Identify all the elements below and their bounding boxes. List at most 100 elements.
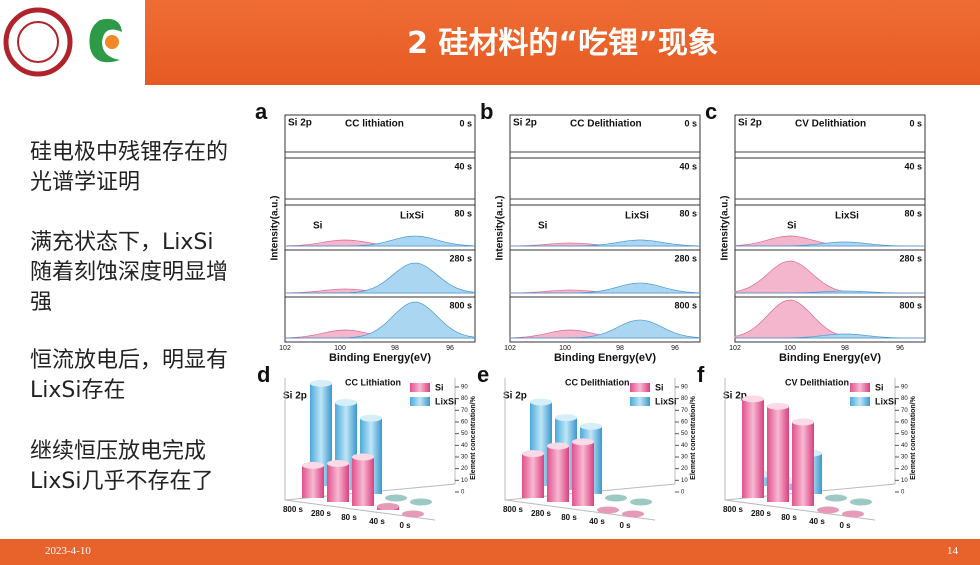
slide-title: 2 硅材料的“吃锂”现象 xyxy=(407,26,718,61)
cylinder-top xyxy=(385,494,407,502)
z-tick-label: 50 xyxy=(681,431,688,437)
z-tick-label: 20 xyxy=(681,466,688,472)
cylinder xyxy=(547,446,569,502)
z-tick-label: 50 xyxy=(461,431,468,437)
bullet: 恒流放电后，明显有LixSi存在 xyxy=(30,348,229,403)
z-tick-label: 30 xyxy=(901,455,908,461)
z-tick-label: 10 xyxy=(461,478,468,484)
cylinder-top xyxy=(327,460,349,467)
element-label: Si 2p xyxy=(283,391,307,402)
cylinder-top xyxy=(547,442,569,450)
time-label: 800 s xyxy=(899,300,922,310)
peak-label: Si xyxy=(313,221,323,232)
logos xyxy=(3,7,122,77)
cylinder xyxy=(792,422,814,506)
cylinder xyxy=(742,398,764,498)
cylinder-top xyxy=(410,498,432,506)
z-axis-label: Element concentration/% xyxy=(470,395,477,479)
time-label: 80 s xyxy=(904,208,922,218)
cylinder-top xyxy=(742,395,764,403)
x-tick-label: 96 xyxy=(446,345,454,352)
lixsi-peak xyxy=(510,319,701,339)
panel-title: CC Delithiation xyxy=(570,119,642,130)
cylinder xyxy=(522,453,544,498)
cylinder-top xyxy=(597,506,619,514)
z-tick-label: 20 xyxy=(461,466,468,472)
panel-title: CV Delithiation xyxy=(785,377,849,387)
logo-area xyxy=(0,0,145,85)
legend-label: LixSi xyxy=(435,396,457,406)
cylinder-top xyxy=(605,494,627,502)
time-label: 280 s xyxy=(899,253,922,263)
z-tick-label: 60 xyxy=(681,420,688,426)
depth-label: 800 s xyxy=(283,505,304,514)
z-tick-label: 80 xyxy=(901,396,908,402)
depth-label: 80 s xyxy=(781,513,797,522)
lixsi-peak xyxy=(510,282,701,294)
lixsi-peak xyxy=(735,290,926,294)
depth-label: 800 s xyxy=(503,505,524,514)
cylinder xyxy=(327,463,349,502)
depth-label: 280 s xyxy=(311,509,332,518)
legend-label: LixSi xyxy=(875,396,897,406)
z-tick-label: 40 xyxy=(461,443,468,449)
y-axis-label: Intensity(a.u.) xyxy=(495,195,506,260)
element-label: Si 2p xyxy=(738,118,762,129)
z-tick-label: 90 xyxy=(901,385,908,391)
time-label: 280 s xyxy=(674,253,697,263)
cylinder-top xyxy=(817,506,839,514)
cylinder-top xyxy=(335,399,357,406)
depth-label: 280 s xyxy=(531,509,552,518)
time-label: 80 s xyxy=(679,208,697,218)
bullet: 满充状态下，LixSi随着刻蚀深度明显增强 xyxy=(30,230,229,315)
z-tick-label: 40 xyxy=(901,443,908,449)
z-tick-label: 70 xyxy=(461,408,468,414)
cylinder-top xyxy=(522,450,544,458)
z-axis-label: Element concentration/% xyxy=(690,395,697,479)
peak-label: LixSi xyxy=(625,211,649,222)
bullet: 继续恒压放电完成LixSi几乎不存在了 xyxy=(30,439,214,494)
seal-inner xyxy=(17,21,59,63)
panel-title: CC Delithiation xyxy=(565,377,630,387)
university-seal xyxy=(3,7,73,77)
depth-label: 80 s xyxy=(561,513,577,522)
legend-swatch xyxy=(630,397,650,406)
z-tick-label: 80 xyxy=(681,396,688,402)
panel-label: a xyxy=(255,99,268,124)
x-tick-label: 100 xyxy=(334,345,346,352)
cylinder xyxy=(310,383,332,486)
si-peak xyxy=(734,260,925,294)
time-label: 40 s xyxy=(454,161,472,171)
x-tick-label: 96 xyxy=(896,345,904,352)
time-label: 280 s xyxy=(449,253,472,263)
z-tick-label: 10 xyxy=(901,478,908,484)
cylinder xyxy=(767,406,789,502)
x-axis-label: Binding Energy(eV) xyxy=(554,352,656,364)
x-tick-label: 98 xyxy=(616,345,624,352)
panel-title: CC Lithiation xyxy=(345,377,401,387)
legend-swatch xyxy=(850,397,870,406)
depth-label: 80 s xyxy=(341,513,357,522)
z-tick-label: 20 xyxy=(901,466,908,472)
panel-title: CV Delithiation xyxy=(795,119,866,130)
z-tick-label: 90 xyxy=(681,385,688,391)
legend-swatch xyxy=(410,383,430,392)
plot-frame xyxy=(284,114,476,343)
peak-label: LixSi xyxy=(835,211,859,222)
cylinder xyxy=(572,441,594,506)
z-tick-label: 60 xyxy=(901,420,908,426)
cylinder-top xyxy=(360,414,382,422)
peak-label: LixSi xyxy=(400,211,424,222)
legend-label: Si xyxy=(435,382,444,392)
x-tick-label: 100 xyxy=(784,345,796,352)
legend-swatch xyxy=(850,383,870,392)
z-tick-label: 60 xyxy=(461,420,468,426)
lixsi-peak xyxy=(510,239,701,247)
z-tick-label: 30 xyxy=(461,455,468,461)
legend-label: LixSi xyxy=(655,396,677,406)
footer-band xyxy=(0,539,980,565)
lixsi-peak xyxy=(285,301,477,339)
x-axis-label: Binding Energy(eV) xyxy=(779,352,881,364)
